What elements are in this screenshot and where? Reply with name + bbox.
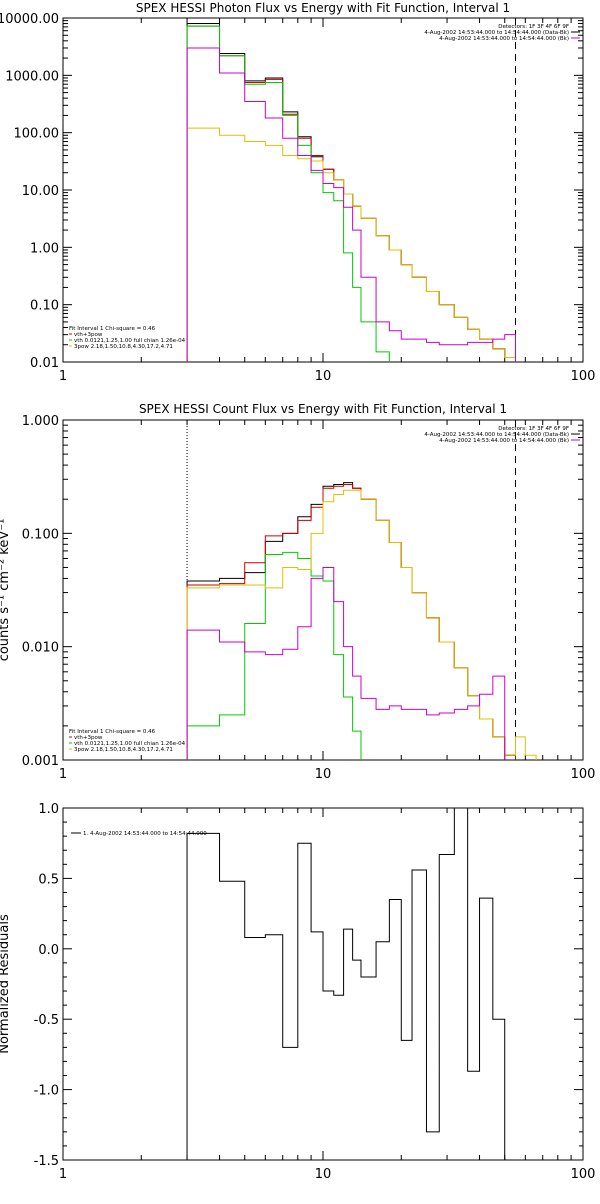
- header-line: 4-Aug-2002 14:53:44.000 to 14:54:44.000 …: [439, 438, 569, 444]
- series-line-4: [186, 489, 537, 760]
- legend-entry: 3pow 2.18,1.50,10.8,4.30,17.2,4.71: [74, 747, 173, 753]
- legend-entry: vth+3pow: [74, 735, 103, 741]
- y-tick-label: 0.5: [38, 872, 59, 887]
- series-line-1: [186, 23, 516, 362]
- y-tick-label: -1.5: [34, 1154, 59, 1169]
- x-tick-label: 100: [571, 767, 596, 782]
- series-line-2: [186, 25, 516, 362]
- series-line-2: [186, 483, 516, 760]
- legend-entry: Fit Interval 1 Chi-square = 0.46: [69, 729, 156, 735]
- series-line-5: [186, 47, 516, 362]
- y-tick-label: 0.100: [22, 527, 59, 542]
- y-axis-label: counts s⁻¹ cm⁻² keV⁻¹: [0, 519, 12, 662]
- x-tick-label: 10: [315, 767, 332, 782]
- y-tick-label: 0.010: [22, 641, 59, 656]
- x-tick-label: 1: [59, 767, 67, 782]
- series-group: [186, 482, 537, 760]
- x-tick-label: 100: [571, 369, 596, 384]
- x-tick-label: 100: [571, 1167, 596, 1182]
- legend-entry: vth 0.0121,1.25,1.00 full chian 1.26e-04: [74, 741, 186, 747]
- y-tick-label: 10000.00: [0, 12, 59, 27]
- legend-entry: 3pow 2.18,1.50,10.8,4.30,17.2,4.71: [74, 344, 173, 350]
- legend-entry: Fit Interval 1 Chi-square = 0.46: [69, 326, 156, 332]
- y-tick-label: 10.00: [22, 184, 59, 199]
- chart-title: SPEX HESSI Count Flux vs Energy with Fit…: [139, 402, 507, 416]
- y-axis-label: Normalized Residuals: [0, 914, 12, 1054]
- header-line: 4-Aug-2002 14:53:44.000 to 14:54:44.000 …: [439, 36, 569, 42]
- x-tick-label: 1: [59, 369, 67, 384]
- y-tick-label: -0.5: [34, 1013, 59, 1028]
- y-tick-label: -1.0: [34, 1084, 59, 1099]
- y-tick-label: 1.000: [22, 414, 59, 429]
- x-tick-label: 10: [315, 369, 332, 384]
- header-line: Detectors: 1F 3F 4F 6F 9F: [498, 426, 569, 432]
- y-tick-label: 1.00: [30, 241, 59, 256]
- y-tick-label: 1.0: [38, 802, 59, 817]
- legend-entry: vth+3pow: [74, 332, 103, 338]
- series-group: [186, 23, 516, 362]
- series-line-3: [186, 25, 390, 362]
- header-line: Detectors: 1F 3F 4F 6F 9F: [498, 24, 569, 30]
- y-tick-label: 0.0: [38, 943, 59, 958]
- legend-entry: 1. 4-Aug-2002 14:53:44.000 to 14:54:44.0…: [83, 831, 207, 837]
- x-tick-label: 1: [59, 1167, 67, 1182]
- y-tick-label: 0.01: [30, 356, 59, 371]
- y-tick-label: 100.00: [14, 127, 60, 142]
- series-line-4: [186, 127, 516, 362]
- header-line: 4-Aug-2002 14:53:44.000 to 14:54:44.000 …: [424, 30, 569, 36]
- chart-panel-1: SPEX HESSI Photon Flux vs Energy with Fi…: [0, 1, 595, 384]
- y-tick-label: 0.10: [30, 299, 59, 314]
- chart-panel-3: Normalized Residuals 1 10 100 -1.5 -1.0 -0.5 0.…: [0, 802, 595, 1182]
- series-group: [186, 808, 506, 1160]
- series-line-1: [186, 482, 516, 760]
- x-tick-label: 10: [315, 1167, 332, 1182]
- y-tick-label: 0.001: [22, 754, 59, 769]
- chart-panel-2: SPEX HESSI Count Flux vs Energy with Fit…: [0, 402, 596, 782]
- series-line-5: [186, 566, 506, 760]
- legend-entry: vth 0.0121,1.25,1.00 full chian 1.26e-04: [74, 338, 186, 344]
- series-line-1: [186, 808, 506, 1160]
- header-line: 4-Aug-2002 14:53:44.000 to 14:54:44.000 …: [424, 432, 569, 438]
- y-tick-label: 1000.00: [5, 69, 59, 84]
- chart-title: SPEX HESSI Photon Flux vs Energy with Fi…: [136, 1, 510, 15]
